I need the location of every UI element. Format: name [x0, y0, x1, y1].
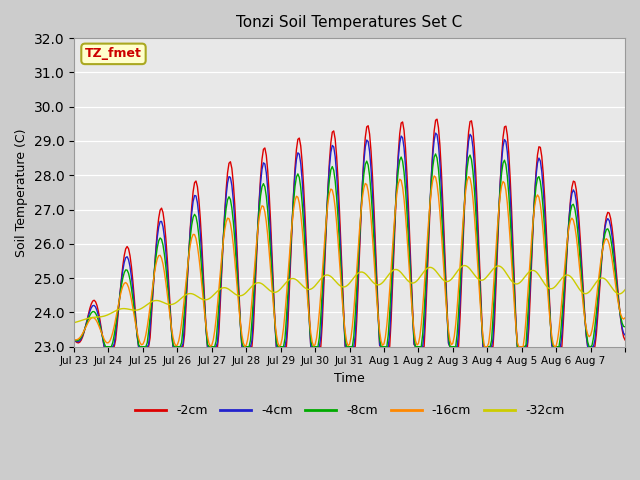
- -16cm: [482, 344, 490, 349]
- -2cm: [439, 199, 447, 205]
- -8cm: [120, 270, 128, 276]
- -8cm: [439, 232, 447, 238]
- -32cm: [460, 263, 468, 268]
- -2cm: [433, 116, 441, 122]
- -16cm: [119, 283, 127, 289]
- -2cm: [456, 316, 464, 322]
- -2cm: [120, 252, 128, 258]
- -4cm: [70, 337, 78, 343]
- -32cm: [119, 306, 127, 312]
- -16cm: [70, 337, 78, 343]
- -4cm: [439, 215, 447, 220]
- -4cm: [102, 344, 109, 349]
- -4cm: [432, 130, 440, 136]
- -16cm: [455, 286, 463, 291]
- -2cm: [298, 159, 306, 165]
- -16cm: [297, 211, 305, 216]
- -4cm: [120, 260, 128, 265]
- -2cm: [100, 344, 108, 349]
- -16cm: [362, 180, 369, 186]
- -32cm: [362, 271, 369, 276]
- -4cm: [298, 177, 306, 183]
- -32cm: [297, 281, 305, 287]
- -16cm: [621, 315, 629, 321]
- -16cm: [438, 229, 445, 235]
- -8cm: [621, 324, 629, 330]
- Title: Tonzi Soil Temperatures Set C: Tonzi Soil Temperatures Set C: [236, 15, 463, 30]
- -4cm: [621, 332, 629, 338]
- -8cm: [102, 344, 109, 349]
- -32cm: [621, 287, 629, 293]
- -8cm: [298, 200, 306, 206]
- -2cm: [70, 337, 78, 343]
- -8cm: [70, 337, 78, 343]
- -2cm: [621, 337, 629, 343]
- -32cm: [436, 274, 444, 279]
- Text: TZ_fmet: TZ_fmet: [85, 48, 142, 60]
- -2cm: [83, 317, 91, 323]
- Line: -2cm: -2cm: [74, 119, 625, 347]
- -4cm: [363, 137, 371, 143]
- Y-axis label: Soil Temperature (C): Soil Temperature (C): [15, 128, 28, 257]
- Line: -8cm: -8cm: [74, 154, 625, 347]
- Line: -16cm: -16cm: [74, 176, 625, 347]
- -32cm: [83, 316, 91, 322]
- -4cm: [456, 300, 464, 306]
- -8cm: [363, 158, 371, 164]
- Line: -32cm: -32cm: [74, 265, 625, 323]
- Line: -4cm: -4cm: [74, 133, 625, 347]
- Legend: -2cm, -4cm, -8cm, -16cm, -32cm: -2cm, -4cm, -8cm, -16cm, -32cm: [130, 399, 570, 422]
- -8cm: [83, 320, 91, 326]
- -16cm: [430, 173, 438, 179]
- -4cm: [83, 318, 91, 324]
- -2cm: [363, 124, 371, 130]
- -8cm: [432, 151, 440, 157]
- -32cm: [453, 269, 461, 275]
- -8cm: [456, 283, 464, 289]
- X-axis label: Time: Time: [334, 372, 365, 385]
- -16cm: [83, 322, 91, 327]
- -32cm: [70, 320, 78, 325]
